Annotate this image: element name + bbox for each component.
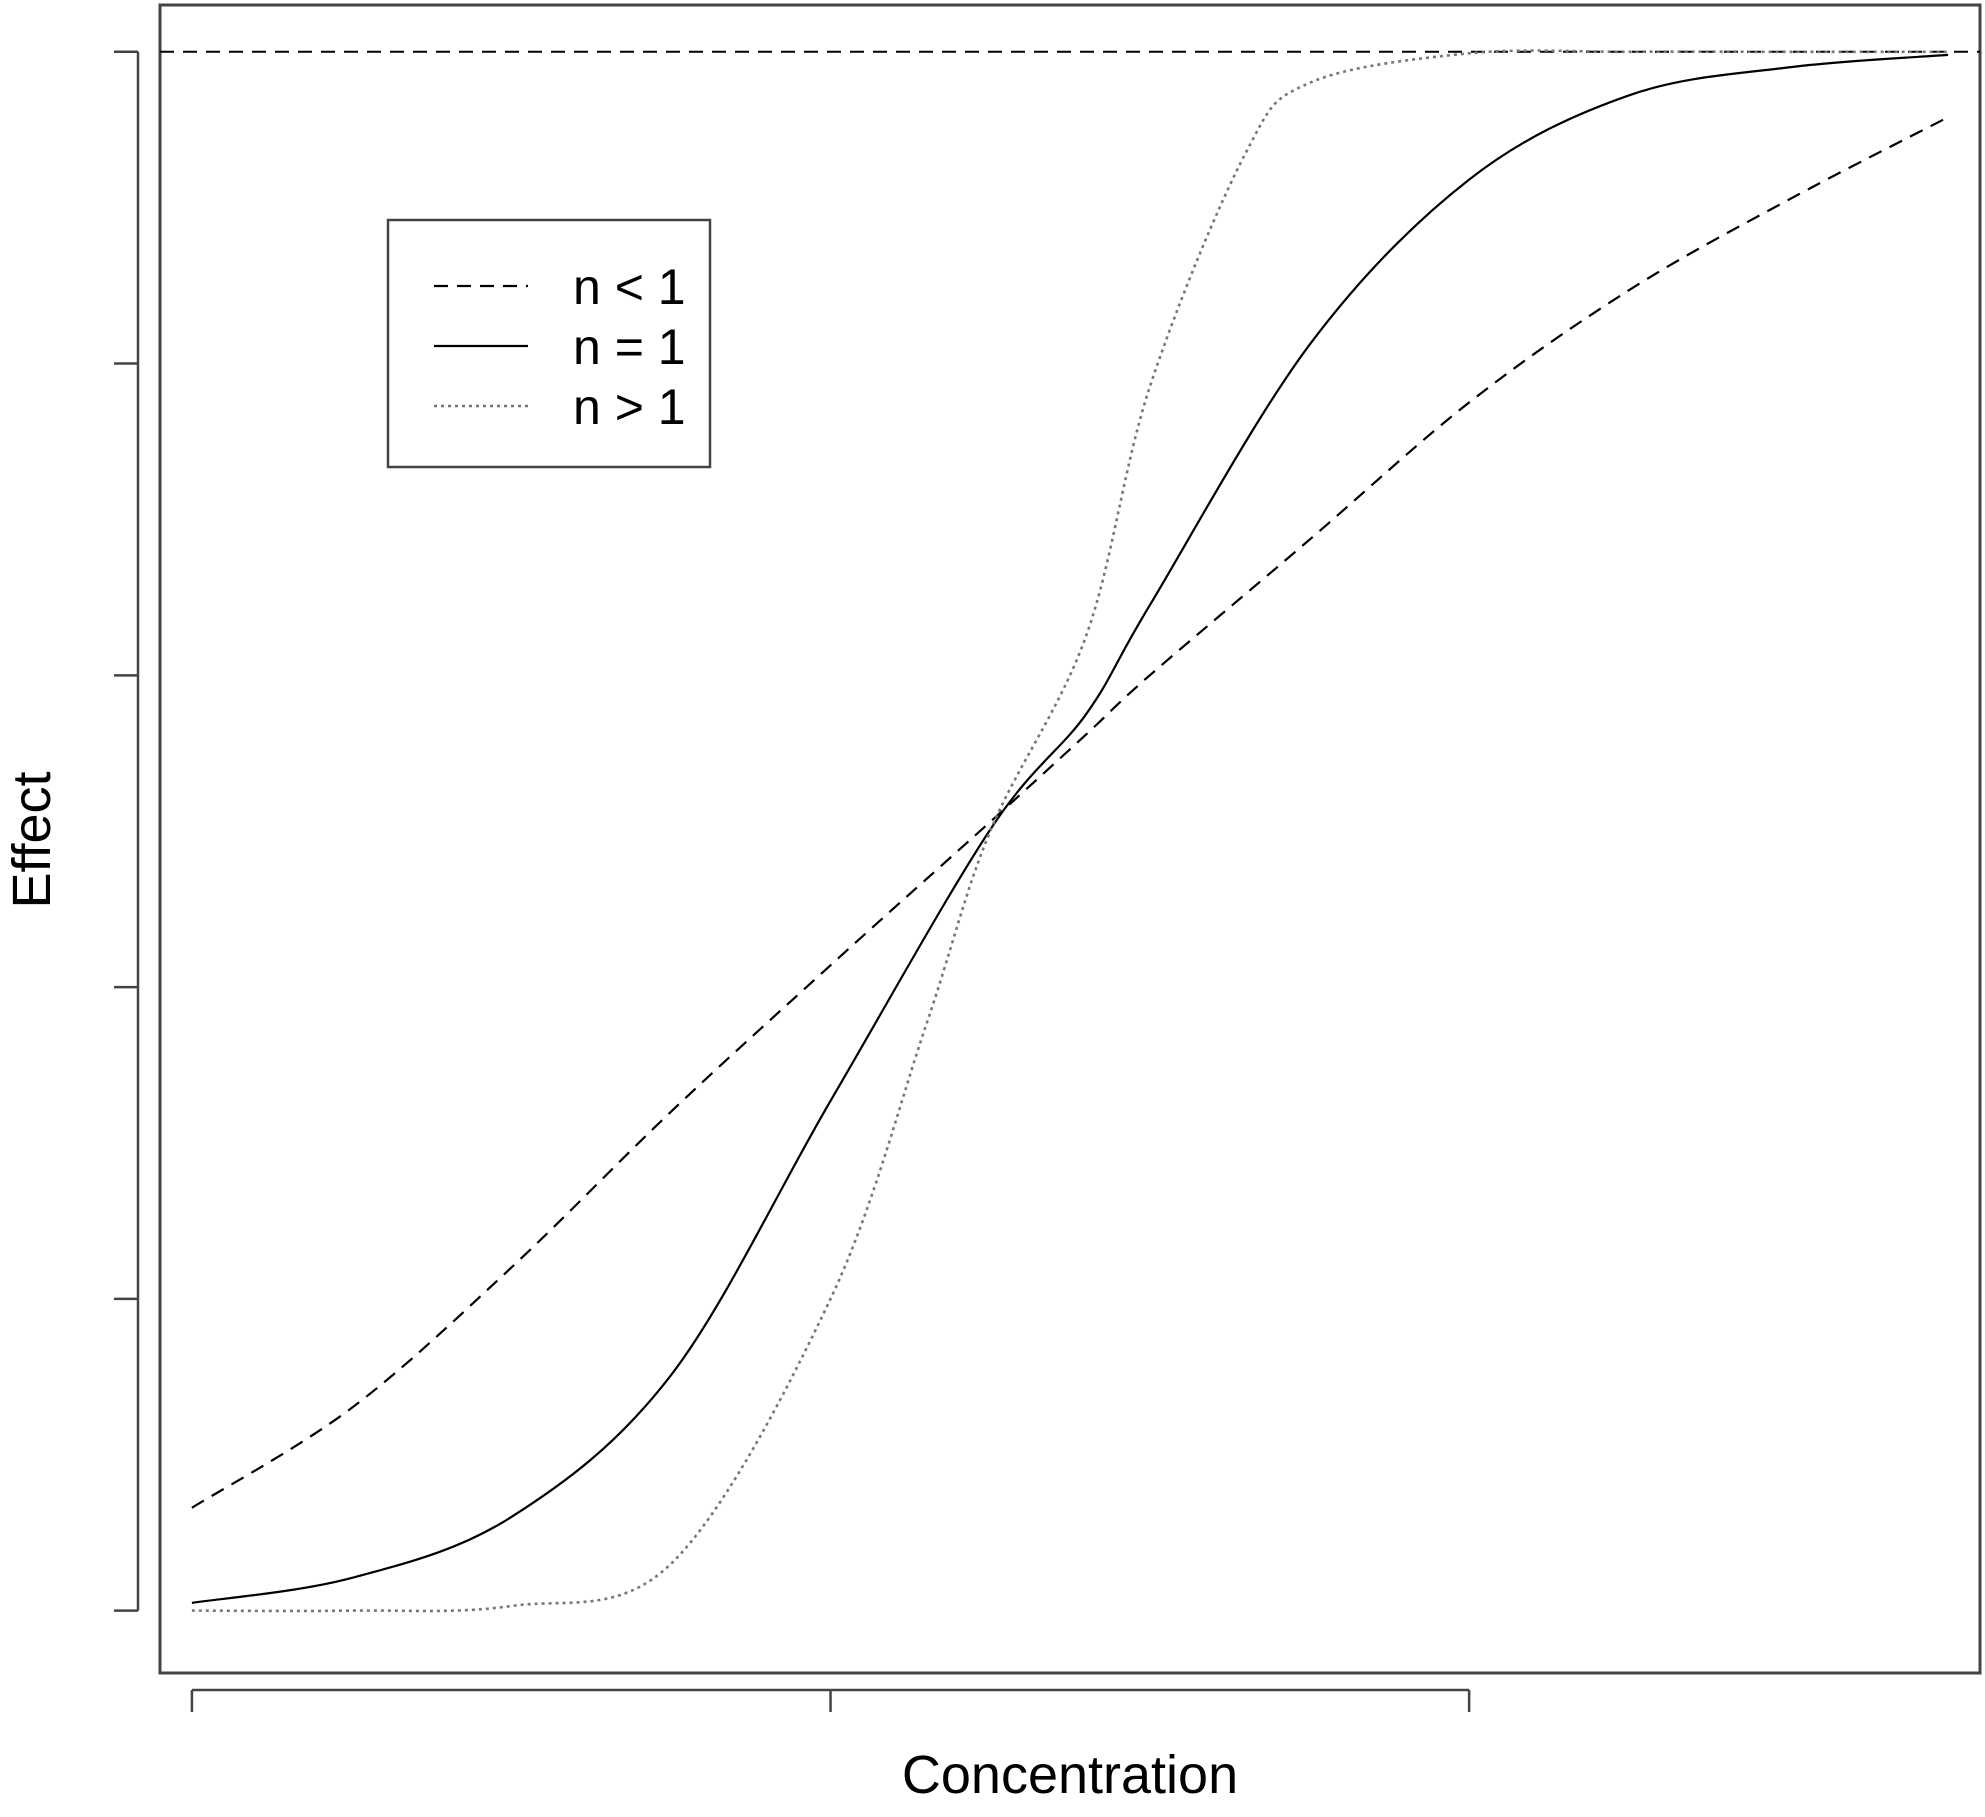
series-line-2 [191, 53, 1949, 1604]
y-axis-label: Effect [2, 771, 62, 908]
series-line-1 [191, 116, 1949, 1509]
legend-label-2: n = 1 [573, 319, 686, 375]
series-layer [191, 49, 1949, 1613]
legend-label-3: n > 1 [573, 379, 686, 435]
x-axis-label: Concentration [902, 1745, 1238, 1805]
series-line-3 [191, 49, 1949, 1613]
axes-layer [114, 50, 1471, 1712]
plot-frame [158, 3, 1982, 1675]
legend-label-1: n < 1 [573, 259, 686, 315]
legend-box [386, 218, 712, 469]
legend: n < 1n = 1n > 1 [386, 218, 712, 469]
